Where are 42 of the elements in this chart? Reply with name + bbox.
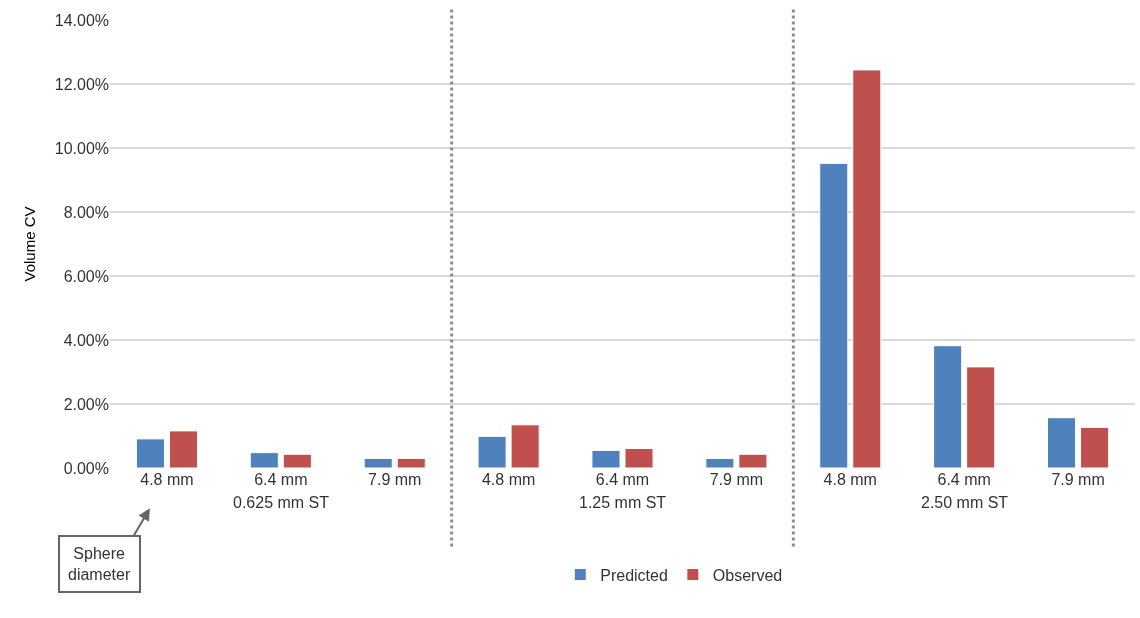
bar [966, 366, 996, 468]
text: 2.50 mm ST [921, 494, 1009, 511]
y-tick-label: 10.00% [54, 139, 109, 157]
bar [396, 457, 426, 468]
legend-label: Observed [712, 566, 783, 584]
y-tick-label: 8.00% [63, 203, 109, 221]
bar [249, 452, 279, 468]
bar [738, 453, 768, 468]
bar [510, 424, 540, 468]
bar [282, 453, 312, 468]
text: 1.25 mm ST [579, 494, 667, 511]
text: Sphere diameter [68, 545, 131, 583]
y-tick-label: 0.00% [63, 459, 109, 477]
bar [591, 449, 621, 468]
x-tick-label: 7.9 mm [368, 471, 422, 488]
y-tick-label: 4.00% [63, 331, 109, 349]
y-axis-title: Volume CV [20, 206, 38, 282]
bar [705, 457, 735, 468]
legend-label: Predicted [600, 566, 668, 584]
bar [168, 430, 198, 468]
y-tick-label: 2.00% [63, 395, 109, 413]
x-tick-label: 6.4 mm [937, 471, 991, 488]
bar [852, 69, 882, 468]
bar [1047, 417, 1077, 468]
x-tick-label: 7.9 mm [709, 471, 764, 488]
x-tick-label: 4.8 mm [140, 471, 194, 488]
x-tick-label: 4.8 mm [481, 471, 536, 488]
x-tick-label: 4.8 mm [823, 471, 877, 488]
bar [363, 457, 393, 468]
y-tick-label: 6.00% [63, 267, 109, 285]
bar [135, 438, 165, 468]
y-tick-label: 12.00% [54, 75, 109, 93]
bar [933, 345, 963, 468]
bar [477, 435, 507, 468]
bar [819, 162, 849, 468]
x-tick-label: 6.4 mm [254, 471, 308, 488]
x-tick-label: 7.9 mm [1051, 471, 1105, 488]
bar [1080, 426, 1110, 468]
y-tick-label: 14.00% [54, 11, 109, 29]
x-tick-label: 6.4 mm [595, 471, 650, 488]
bar [624, 447, 654, 468]
text: 0.625 mm ST [233, 494, 330, 511]
